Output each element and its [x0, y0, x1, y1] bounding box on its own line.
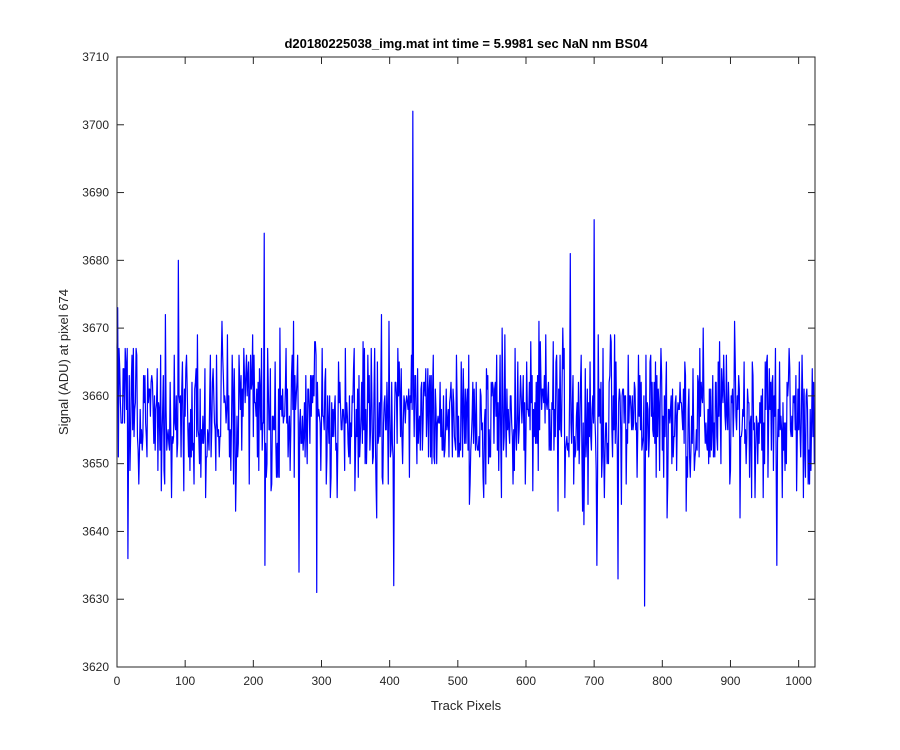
y-tick-label: 3640 [82, 524, 109, 538]
x-tick-label: 200 [243, 674, 263, 688]
x-tick-label: 100 [175, 674, 195, 688]
y-tick-label: 3670 [82, 321, 109, 335]
plot-area [117, 57, 815, 667]
x-tick-label: 600 [516, 674, 536, 688]
y-axis-label: Signal (ADU) at pixel 674 [56, 289, 71, 435]
axes-box [116, 56, 816, 668]
x-tick-label: 500 [448, 674, 468, 688]
y-tick-label: 3650 [82, 457, 109, 471]
y-tick-label: 3710 [82, 50, 109, 64]
x-tick-label: 300 [311, 674, 331, 688]
x-tick-label: 800 [652, 674, 672, 688]
y-tick-label: 3660 [82, 389, 109, 403]
y-tick-label: 3680 [82, 253, 109, 267]
x-tick-label: 900 [720, 674, 740, 688]
x-tick-label: 1000 [785, 674, 812, 688]
y-tick-label: 3630 [82, 592, 109, 606]
x-ticks: 0 100 200 300 400 500 600 700 800 900 1000 [114, 57, 812, 688]
y-tick-label: 3690 [82, 186, 109, 200]
y-tick-label: 3700 [82, 118, 109, 132]
x-axis-label: Track Pixels [431, 698, 502, 713]
data-layer [116, 110, 815, 607]
x-tick-label: 700 [584, 674, 604, 688]
signal-series-line [116, 110, 815, 607]
chart-title: d20180225038_img.mat int time = 5.9981 s… [284, 36, 648, 51]
x-tick-label: 400 [380, 674, 400, 688]
y-tick-label: 3620 [82, 660, 109, 674]
y-ticks: 3620 3630 3640 3650 3660 3670 3680 3690 3700 3710 [82, 50, 815, 674]
x-tick-label: 0 [114, 674, 121, 688]
